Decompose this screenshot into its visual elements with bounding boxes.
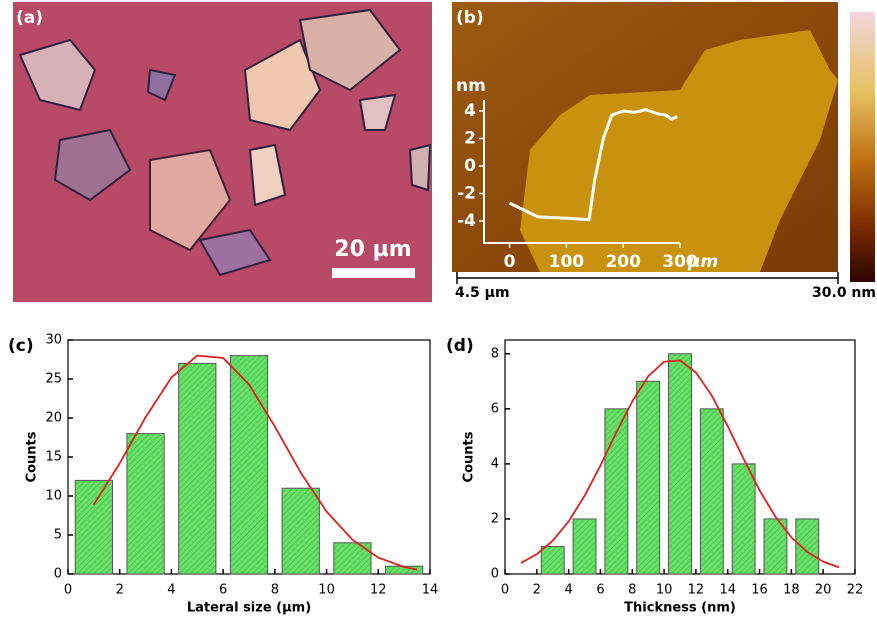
- bar: [541, 546, 564, 574]
- x-tick-label: 2: [533, 583, 541, 598]
- x-tick-label: 20: [815, 583, 832, 598]
- x-tick-label: 200: [605, 252, 641, 272]
- y-tick-label: -4: [457, 211, 476, 231]
- bar: [796, 519, 819, 574]
- panel-label: (c): [8, 336, 34, 356]
- scale-bar-label: 20 µm: [334, 237, 411, 262]
- x-tick-label: 6: [219, 583, 227, 598]
- bar: [230, 356, 267, 574]
- x-tick-label: 16: [751, 583, 768, 598]
- x-tick-label: 14: [422, 583, 439, 598]
- y-tick-label: 4: [491, 456, 499, 471]
- x-tick-label: 22: [847, 583, 864, 598]
- y-tick-label: 15: [45, 450, 62, 465]
- panel-label: (d): [446, 336, 474, 356]
- bar: [334, 543, 371, 574]
- y-tick-label: 6: [491, 401, 499, 416]
- y-axis-label: Counts: [25, 431, 40, 482]
- x-axis-label: Lateral size (µm): [187, 601, 311, 616]
- x-tick-label: 10: [318, 583, 335, 598]
- bar: [75, 480, 112, 574]
- x-tick-label: 0: [64, 583, 72, 598]
- y-tick-label: 8: [491, 346, 499, 361]
- x-tick-label: 0: [504, 252, 516, 272]
- bar: [732, 464, 755, 574]
- x-axis-label: Thickness (nm): [624, 601, 736, 616]
- x-tick-label: 0: [501, 583, 509, 598]
- bar: [179, 363, 216, 574]
- bar: [127, 434, 164, 574]
- bar: [700, 409, 723, 574]
- x-axis-label: μm: [687, 252, 718, 272]
- y-tick-label: 30: [45, 333, 62, 348]
- y-tick-label: 10: [45, 489, 62, 504]
- panel-label: (b): [456, 8, 484, 28]
- y-tick-label: 2: [464, 129, 476, 149]
- x-tick-label: 12: [370, 583, 387, 598]
- y-tick-label: 2: [491, 511, 499, 526]
- x-tick-label: 6: [596, 583, 604, 598]
- x-tick-label: 12: [688, 583, 705, 598]
- y-tick-label: 0: [54, 567, 62, 582]
- bar: [282, 488, 319, 574]
- x-tick-label: 10: [656, 583, 673, 598]
- x-tick-label: 18: [783, 583, 800, 598]
- x-tick-label: 8: [628, 583, 636, 598]
- x-tick-label: 2: [116, 583, 124, 598]
- scale-start: 4.5 µm: [455, 285, 510, 301]
- bar: [669, 354, 692, 574]
- y-tick-label: 4: [464, 101, 476, 121]
- x-tick-label: 8: [271, 583, 279, 598]
- y-tick-label: -2: [457, 184, 476, 204]
- y-tick-label: 0: [491, 567, 499, 582]
- micrograph: (a) 20 µm: [13, 2, 432, 302]
- y-tick-label: 5: [54, 528, 62, 543]
- panel-label: (a): [16, 8, 43, 28]
- x-tick-label: 100: [549, 252, 585, 272]
- y-axis-label: nm: [456, 76, 486, 96]
- figure: (a) 20 µm (b) 4.5 µm 30.0 nm -4-20240100…: [0, 0, 877, 617]
- bar: [637, 381, 660, 574]
- y-tick-label: 20: [45, 411, 62, 426]
- scale-end: 30.0 nm: [812, 285, 876, 301]
- x-tick-label: 14: [719, 583, 736, 598]
- y-axis-label: Counts: [462, 431, 477, 482]
- x-tick-label: 4: [167, 583, 175, 598]
- x-tick-label: 4: [564, 583, 572, 598]
- bar: [573, 519, 596, 574]
- y-tick-label: 25: [45, 372, 62, 387]
- y-tick-label: 0: [464, 156, 476, 176]
